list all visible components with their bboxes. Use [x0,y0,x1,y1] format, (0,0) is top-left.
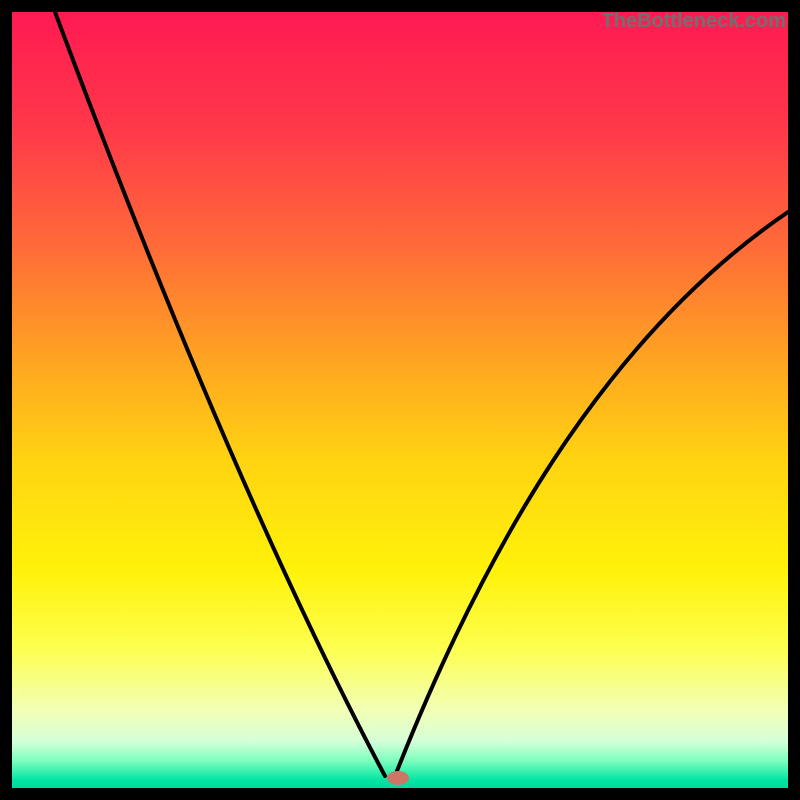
plot-background [12,12,788,788]
chart-svg [0,0,800,800]
bottleneck-chart: TheBottleneck.com [0,0,800,800]
watermark-text: TheBottleneck.com [602,10,786,33]
optimum-marker [387,771,409,785]
